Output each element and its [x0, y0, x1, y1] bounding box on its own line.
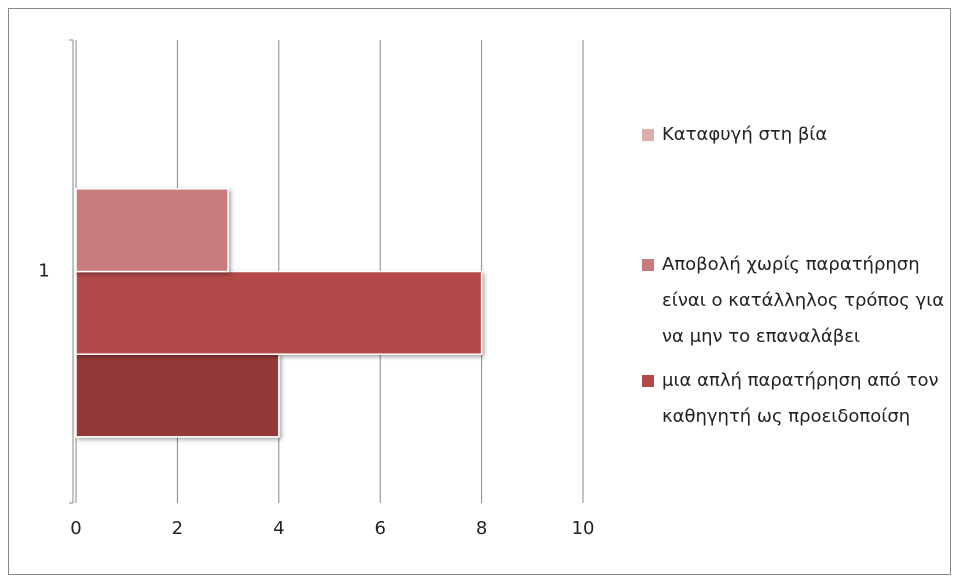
legend-label: Καταφυγή στη βία	[662, 124, 828, 145]
x-tick-label: 8	[476, 518, 487, 539]
bar	[75, 353, 280, 438]
legend-label: μια απλή παρατήρηση από τον καθηγητή ως …	[662, 370, 939, 427]
x-tick-label: 10	[572, 518, 595, 539]
bar	[75, 188, 229, 273]
x-tick-label: 6	[374, 518, 385, 539]
y-tick-label: 1	[38, 261, 49, 282]
legend-swatch	[642, 259, 654, 271]
x-tick-label: 0	[70, 518, 81, 539]
x-tick-label: 4	[273, 518, 284, 539]
bar	[75, 270, 483, 355]
legend-label: Αποβολή χωρίς παρατήρηση είναι ο κατάλλη…	[662, 254, 945, 347]
legend-swatch	[642, 375, 654, 387]
legend-swatch	[642, 129, 654, 141]
x-tick-label: 2	[172, 518, 183, 539]
